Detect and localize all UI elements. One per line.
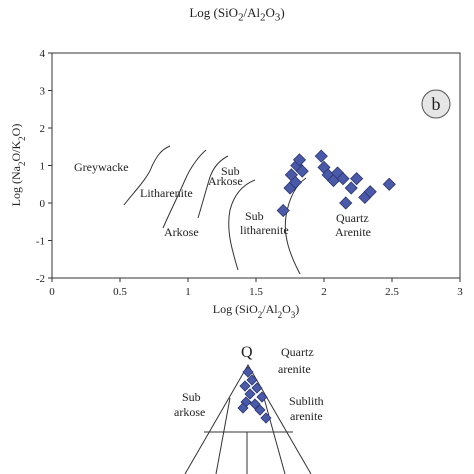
top-caption: Log (SiO2/Al2O3) — [189, 5, 285, 24]
ternary-data-point — [242, 366, 254, 378]
field-label-greywacke: Greywacke — [74, 160, 129, 174]
y-tick-label: 3 — [40, 86, 46, 98]
data-point — [350, 172, 364, 186]
data-point — [276, 203, 290, 218]
boundary-litharenite — [162, 149, 207, 229]
field-label-litharenite: Litharenite — [140, 186, 193, 200]
y-tick-label: 0 — [40, 198, 46, 210]
y-ticks-group: 4 3 2 1 0 -1 -2 — [36, 48, 52, 285]
x-ticks-group: 0 0.5 1 1.5 2 2.5 3 — [49, 278, 463, 298]
ternary-data-point — [237, 402, 249, 414]
y-tick-label: 1 — [40, 161, 46, 173]
data-points — [276, 149, 396, 218]
ternary-data-point — [239, 380, 251, 392]
ternary-points — [237, 366, 272, 424]
field-label-arkose: Arkose — [164, 225, 199, 239]
ternary-label-quartz-arenite: Quartz arenite — [278, 345, 317, 376]
x-tick-label: 2 — [321, 286, 327, 298]
data-point — [339, 196, 353, 210]
ternary-label-sublith-arenite: Sublith arenite — [289, 394, 327, 423]
x-tick-label: 1.5 — [249, 286, 263, 298]
boundary-arkose — [197, 155, 229, 219]
data-point — [382, 177, 396, 191]
y-tick-label: -1 — [36, 236, 45, 248]
x-tick-label: 0.5 — [113, 286, 127, 298]
data-point — [295, 164, 309, 178]
field-label-quartz-arenite: Quartz Arenite — [335, 211, 372, 239]
ternary-data-point — [249, 398, 261, 410]
y-tick-label: -2 — [36, 273, 45, 285]
data-point — [336, 172, 350, 186]
ternary-diagram: Q Quartz arenite Sub arkose Sublith aren… — [174, 344, 327, 474]
panel-label-circle — [421, 89, 451, 119]
boundary-sublitharenite — [228, 179, 256, 271]
x-tick-label: 0 — [49, 286, 55, 298]
ternary-data-point — [251, 382, 263, 394]
data-point — [363, 185, 377, 199]
data-point — [314, 149, 328, 163]
data-point — [344, 181, 358, 195]
x-tick-label: 3 — [457, 286, 463, 298]
field-labels: Greywacke Litharenite Sub Arkose Arkose … — [74, 160, 372, 239]
ternary-line-right — [263, 397, 286, 474]
ternary-line-left — [215, 397, 231, 474]
y-tick-label: 2 — [40, 123, 46, 135]
data-point — [288, 175, 303, 189]
panel-label: b — [432, 94, 441, 114]
y-tick-label: 4 — [40, 48, 46, 60]
ternary-data-point — [254, 404, 266, 416]
ternary-data-point — [256, 391, 268, 403]
ternary-data-point — [246, 374, 258, 386]
x-tick-label: 2.5 — [385, 286, 399, 298]
x-axis-label: Log (SiO2/Al2O3) — [213, 302, 300, 320]
ternary-outline — [184, 364, 312, 474]
field-label-sub-arkose: Sub Arkose — [208, 164, 243, 188]
data-point — [292, 153, 307, 167]
ternary-label-sub-arkose: Sub arkose — [174, 390, 205, 419]
field-label-sub-litharenite: Sub litharenite — [240, 209, 289, 237]
ternary-apex-label: Q — [241, 344, 253, 361]
boundary-greywacke — [123, 145, 171, 206]
ternary-data-point — [260, 412, 272, 424]
y-axis-label: Log (Na2O/K2O) — [9, 124, 27, 207]
x-tick-label: 1 — [185, 286, 191, 298]
ternary-data-point — [244, 388, 256, 400]
